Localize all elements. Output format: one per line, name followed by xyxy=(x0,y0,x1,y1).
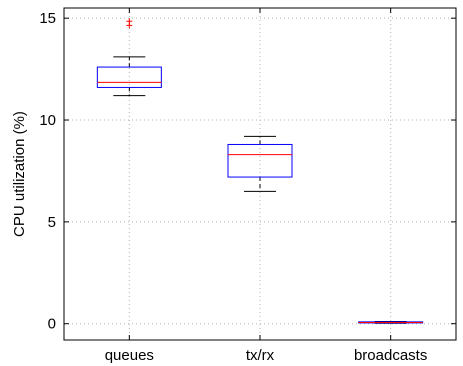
y-tick-label: 10 xyxy=(39,112,56,129)
grid-lines xyxy=(64,8,456,340)
x-tick-label: tx/rx xyxy=(246,347,275,364)
boxes xyxy=(96,18,424,324)
y-tick-label: 5 xyxy=(48,214,56,231)
box-broadcasts xyxy=(358,320,424,324)
box-queues xyxy=(96,18,162,97)
y-tick-label: 0 xyxy=(48,316,56,333)
outlier-point xyxy=(126,18,133,25)
x-tick-label: queues xyxy=(105,347,154,364)
box-iqr xyxy=(96,66,162,88)
box-iqr xyxy=(227,143,293,178)
plot-frame xyxy=(63,7,457,341)
x-tick-label: broadcasts xyxy=(354,347,427,364)
box-tx-rx xyxy=(227,135,293,192)
y-tick-label: 15 xyxy=(39,10,56,27)
ticks: 0 5 10 15 queues tx/rx broadcasts xyxy=(39,8,456,364)
y-axis-label: CPU utilization (%) xyxy=(11,111,28,237)
